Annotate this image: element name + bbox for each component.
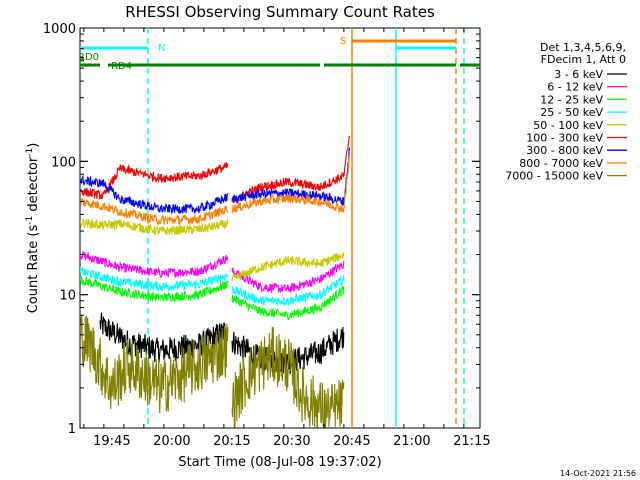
- y-tick-label: 100: [51, 155, 76, 170]
- series-trace: [80, 250, 229, 278]
- flag-label-rd4: RD4: [111, 61, 132, 72]
- series-50-100-kev: [80, 218, 345, 281]
- series-trace: [231, 275, 345, 306]
- legend-entry-label: 25 - 50 keV: [540, 106, 603, 119]
- series-6-12-kev: [80, 250, 345, 294]
- series-trace: [80, 162, 229, 200]
- legend-entry-label: 3 - 6 keV: [554, 68, 603, 81]
- series-300-800-kev: [80, 147, 351, 215]
- series-trace: [231, 154, 351, 214]
- y-tick-label: 10: [59, 289, 76, 304]
- series-25-50-kev: [80, 266, 345, 306]
- flag-label-s: S: [340, 36, 346, 47]
- legend-entry-label: 50 - 100 keV: [533, 119, 603, 132]
- series-12-25-kev: [80, 275, 345, 321]
- flag-label-rd0: RD0: [78, 52, 99, 63]
- x-tick-label: 21:00: [393, 434, 430, 449]
- x-tick-label: 20:00: [153, 434, 190, 449]
- series-trace: [231, 326, 345, 428]
- series-800-7000-kev: [80, 154, 351, 226]
- legend-entry-label: 300 - 800 keV: [526, 144, 603, 157]
- plot-frame: [79, 27, 481, 429]
- y-axis-label: Count Rate (s-1 detector-1): [25, 143, 41, 314]
- series-trace: [80, 315, 229, 414]
- series-trace: [99, 312, 229, 364]
- flag-label-n: N: [158, 43, 165, 54]
- x-tick-label: 21:15: [453, 434, 490, 449]
- series-trace: [80, 174, 229, 215]
- series-trace: [80, 266, 229, 292]
- y-tick-label: 1000: [43, 22, 76, 37]
- x-axis: 19:45 20:00 20:15 20:30 20:45 21:00 21:15: [83, 28, 491, 449]
- y-tick-label: 1: [68, 422, 76, 437]
- x-axis-label: Start Time (08-Jul-08 19:37:02): [178, 455, 381, 470]
- x-tick-label: 20:15: [213, 434, 250, 449]
- series-7000-15000-kev: [80, 315, 345, 428]
- timestamp-label: 14-Oct-2021 21:56: [560, 469, 636, 478]
- series-trace: [80, 218, 229, 236]
- legend-entry-label: 800 - 7000 keV: [519, 157, 603, 170]
- x-tick-label: 20:30: [273, 434, 310, 449]
- legend-header-line: Det 1,3,4,5,6,9,: [540, 41, 626, 54]
- series-trace: [231, 260, 345, 294]
- series-trace: [80, 275, 229, 302]
- x-tick-label: 19:45: [93, 434, 130, 449]
- legend-header-line: FDecim 1, Att 0: [541, 53, 626, 66]
- series-trace: [231, 252, 345, 281]
- y-axis: 1 10 100 1000: [43, 22, 480, 437]
- series-trace: [231, 147, 351, 206]
- legend: Det 1,3,4,5,6,9,FDecim 1, Att 0 3 - 6 keV…: [505, 41, 627, 183]
- series-trace: [231, 285, 345, 321]
- legend-entry-label: 7000 - 15000 keV: [505, 170, 603, 183]
- legend-entry-label: 100 - 300 keV: [526, 132, 603, 145]
- legend-entry-label: 12 - 25 keV: [540, 93, 603, 106]
- plot-area: RD0 RD4 N S: [78, 28, 480, 428]
- x-tick-label: 20:45: [333, 434, 370, 449]
- series-trace: [80, 197, 229, 226]
- legend-entry-label: 6 - 12 keV: [547, 81, 603, 94]
- chart-title: RHESSI Observing Summary Count Rates: [125, 3, 435, 21]
